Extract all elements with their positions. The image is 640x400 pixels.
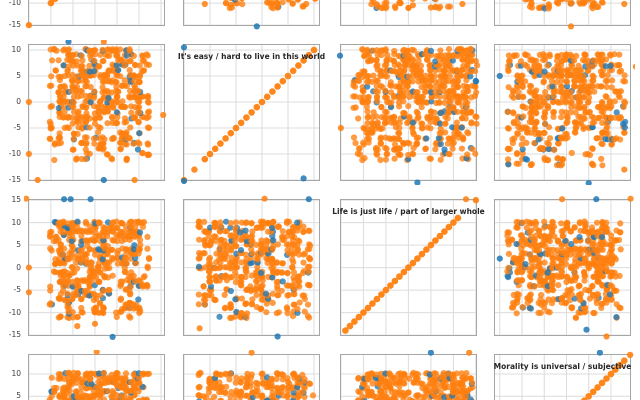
- identity-line-points: [581, 350, 634, 400]
- scatter-points: [496, 51, 635, 185]
- scatter-points: [496, 195, 634, 340]
- scatter-points: [25, 40, 167, 184]
- panel-r2c3: [336, 44, 481, 185]
- identity-line-points: [180, 44, 318, 185]
- scatter-points: [522, 0, 628, 30]
- panel-r3c3: [340, 196, 480, 336]
- panel-r1c1: [25, 0, 165, 29]
- scatter-points: [201, 0, 319, 30]
- scatter-points: [46, 350, 152, 400]
- scatter-points: [195, 350, 317, 400]
- panel-r4c4: [494, 350, 634, 400]
- panel-r1c4: [494, 0, 631, 30]
- panel-r3c4: [494, 195, 634, 340]
- scatter-points: [24, 195, 153, 340]
- scatter-points: [368, 0, 466, 12]
- identity-line-points: [342, 196, 480, 334]
- panel-r2c2: [180, 44, 320, 185]
- panel-r2c4: [494, 44, 635, 185]
- scatter-points: [354, 350, 476, 400]
- panel-r3c2: [183, 195, 320, 340]
- panel-r4c3: [340, 350, 477, 400]
- panel-r1c3: [340, 0, 477, 26]
- scatter-points: [195, 195, 314, 340]
- panel-r1c2: [183, 0, 320, 30]
- scatter-points: [336, 45, 481, 185]
- panel-r4c2: [183, 350, 320, 400]
- panel-r4c1: [28, 350, 165, 400]
- panel-r2c1: [25, 40, 167, 184]
- panel-r3c1: [24, 195, 165, 340]
- identity-line-points: [25, 0, 59, 29]
